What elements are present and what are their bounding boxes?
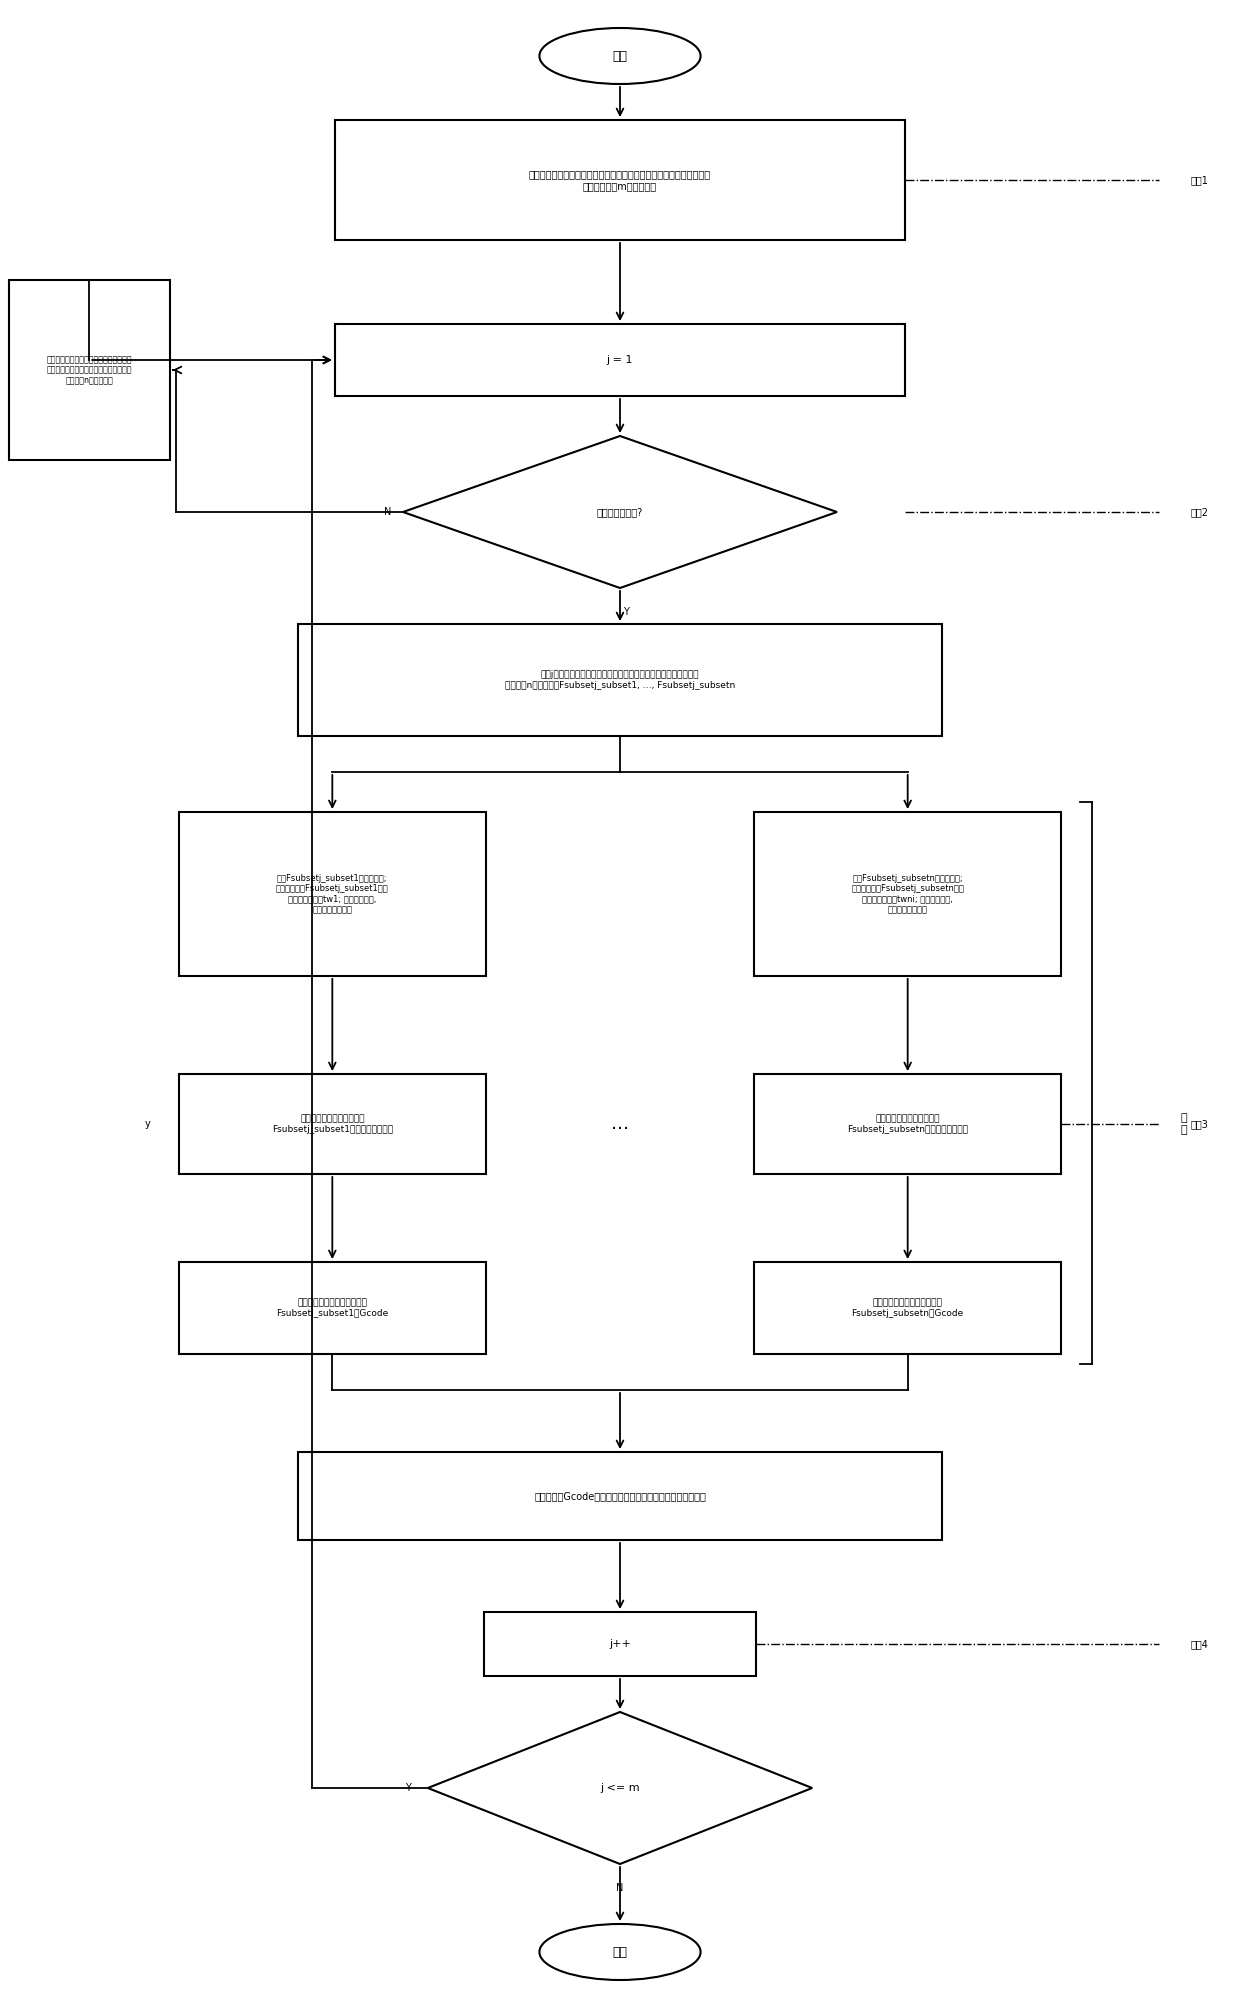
Polygon shape — [428, 1712, 812, 1864]
Text: 按照所得最优参数，修改加工
Fsubsetj_subsetn的Gcode: 按照所得最优参数，修改加工 Fsubsetj_subsetn的Gcode — [852, 1298, 963, 1318]
FancyBboxPatch shape — [179, 812, 486, 976]
Text: 开始: 开始 — [613, 50, 627, 62]
Text: 步骤1: 步骤1 — [1190, 176, 1208, 186]
Ellipse shape — [539, 1924, 701, 1980]
Text: 将当前待加工特征集中，连续且一次装夹可以完成加工的多个特征划分
在一起，得到m个特征子集: 将当前待加工特征集中，连续且一次装夹可以完成加工的多个特征划分 在一起，得到m个… — [529, 170, 711, 190]
Polygon shape — [403, 436, 837, 588]
Ellipse shape — [539, 28, 701, 84]
FancyBboxPatch shape — [9, 280, 170, 460]
Text: 是否有紧急工件?: 是否有紧急工件? — [596, 506, 644, 516]
Text: 步骤4: 步骤4 — [1190, 1640, 1208, 1648]
Text: N: N — [616, 1884, 624, 1892]
Text: 计算Fsubsetj_subsetn的体积总和;
得到加工当前Fsubsetj_subsetn的型
号刀具的磨损量twni; 探测外部干扰,
设置优化目标个数: 计算Fsubsetj_subsetn的体积总和; 得到加工当前Fsubsetj_… — [851, 874, 965, 914]
Text: 并
行: 并 行 — [1180, 1114, 1188, 1134]
Text: N: N — [384, 506, 392, 516]
Text: 加载紧急工件的待加工特征集，连续且一
次装夹可以完成加工的多个特征划分在一
起，得到n个特征子集: 加载紧急工件的待加工特征集，连续且一 次装夹可以完成加工的多个特征划分在一 起，… — [47, 356, 131, 384]
Text: …: … — [611, 1116, 629, 1132]
Text: 使用所得的Gcode文件，用于加工此次装夹工件相对应的特征: 使用所得的Gcode文件，用于加工此次装夹工件相对应的特征 — [534, 1492, 706, 1500]
FancyBboxPatch shape — [298, 1452, 942, 1540]
Text: j <= m: j <= m — [600, 1784, 640, 1792]
FancyBboxPatch shape — [179, 1074, 486, 1174]
FancyBboxPatch shape — [335, 324, 905, 396]
Text: 对第j个特征子集中按照使用同一型号刀具加工的多个特征划分在一
起，得到n个特征子集Fsubsetj_subset1, …, Fsubsetj_subsetn: 对第j个特征子集中按照使用同一型号刀具加工的多个特征划分在一 起，得到n个特征子… — [505, 670, 735, 690]
Text: Y: Y — [405, 1784, 410, 1792]
FancyBboxPatch shape — [335, 120, 905, 240]
Text: 计算Fsubsetj_subset1的体积总和;
得到加工当前Fsubsetj_subset1的型
号刀具的磨损量tw1; 探测外部干扰,
设置优化目标个数: 计算Fsubsetj_subset1的体积总和; 得到加工当前Fsubsetj_… — [277, 874, 388, 914]
Text: y: y — [145, 1120, 150, 1128]
FancyBboxPatch shape — [179, 1262, 486, 1354]
FancyBboxPatch shape — [754, 1074, 1061, 1174]
FancyBboxPatch shape — [298, 624, 942, 736]
Text: 根据当前的刀具磨损量，为
Fsubsetj_subset1寻找最优加工参数: 根据当前的刀具磨损量，为 Fsubsetj_subset1寻找最优加工参数 — [272, 1114, 393, 1134]
Text: 步骤3: 步骤3 — [1190, 1120, 1208, 1128]
FancyBboxPatch shape — [484, 1612, 756, 1676]
FancyBboxPatch shape — [754, 1262, 1061, 1354]
Text: Y: Y — [624, 608, 629, 616]
Text: j++: j++ — [609, 1640, 631, 1648]
Text: j = 1: j = 1 — [606, 356, 634, 364]
Text: 结束: 结束 — [613, 1946, 627, 1958]
Text: 步骤2: 步骤2 — [1190, 506, 1209, 516]
Text: 根据当前的刀具磨损量，为
Fsubsetj_subsetn寻找最优加工参数: 根据当前的刀具磨损量，为 Fsubsetj_subsetn寻找最优加工参数 — [847, 1114, 968, 1134]
Text: 按照所得最优参数，修改加工
Fsubsetj_subset1的Gcode: 按照所得最优参数，修改加工 Fsubsetj_subset1的Gcode — [277, 1298, 388, 1318]
FancyBboxPatch shape — [754, 812, 1061, 976]
